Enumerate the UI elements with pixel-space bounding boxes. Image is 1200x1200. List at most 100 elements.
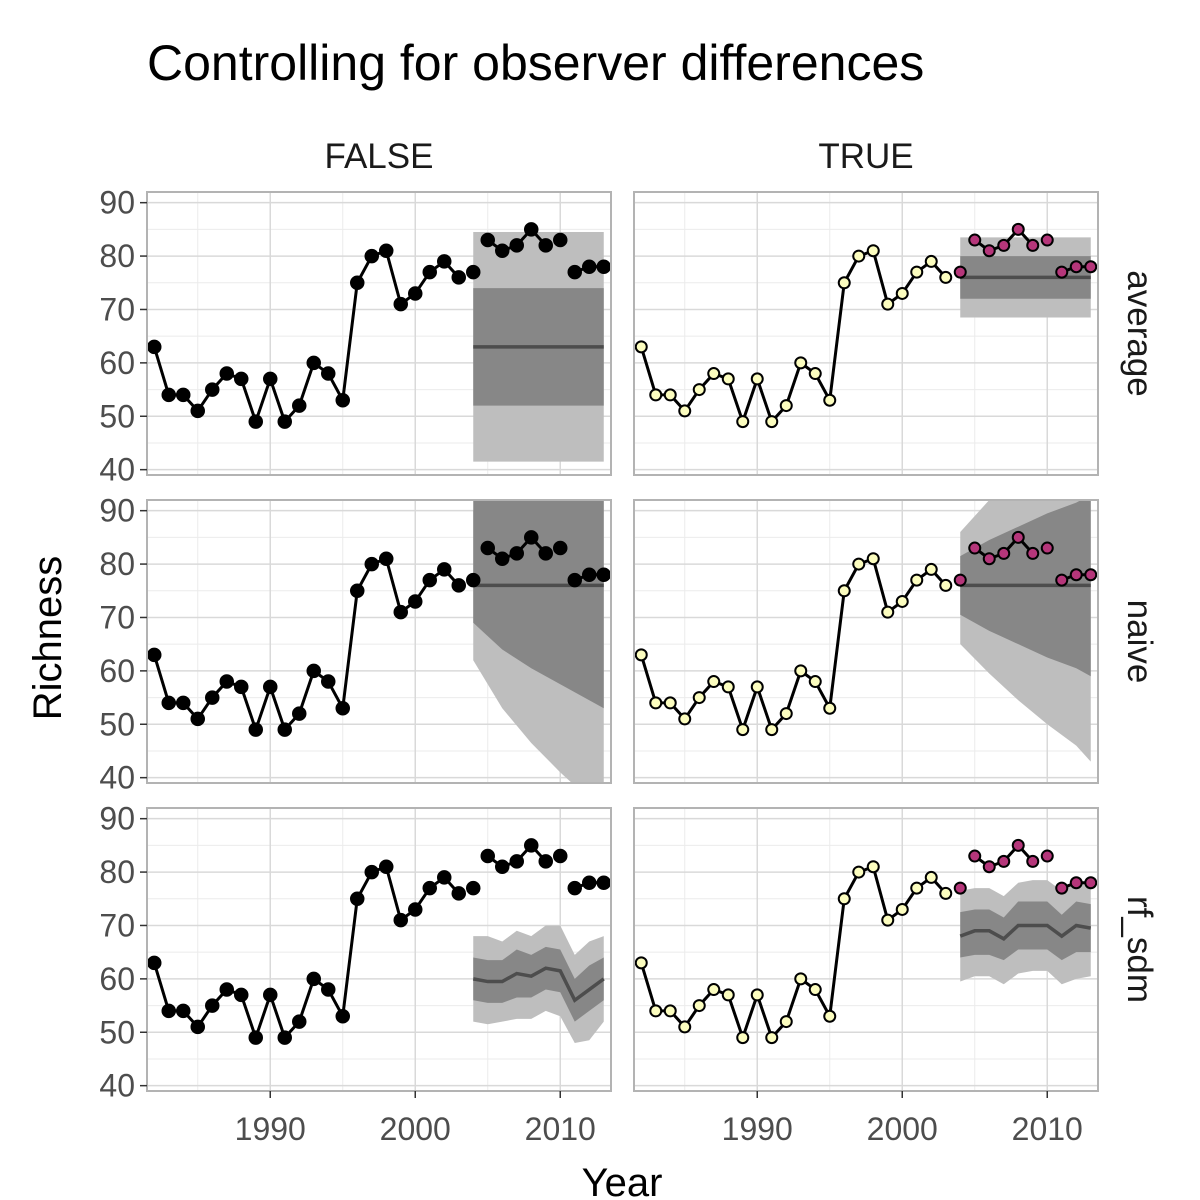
observed-point xyxy=(721,372,735,386)
observed-point xyxy=(524,222,539,237)
observed-point xyxy=(480,232,495,248)
observed-point xyxy=(852,865,866,879)
forecast-mean-line xyxy=(472,966,605,1003)
observed-point xyxy=(437,870,452,885)
observed-point xyxy=(350,583,365,599)
panel-border xyxy=(146,191,612,476)
observed-point xyxy=(779,1015,793,1029)
observed-point xyxy=(692,691,706,705)
observed-point xyxy=(736,1031,750,1045)
observed-point xyxy=(794,356,808,370)
observed-point xyxy=(1069,260,1083,274)
observed-point xyxy=(939,578,953,592)
y-tick-label: 70 xyxy=(99,291,135,327)
y-tick-label: 60 xyxy=(99,345,135,381)
observed-point xyxy=(924,562,938,576)
observed-point xyxy=(1011,530,1025,544)
observed-point xyxy=(707,675,721,689)
observed-point xyxy=(234,679,249,695)
observed-point xyxy=(466,880,481,896)
y-tick-label: 80 xyxy=(99,238,135,274)
row-strip-label: rf_sdm xyxy=(1120,896,1159,1003)
observed-point xyxy=(422,880,437,896)
panel-border xyxy=(633,807,1099,1092)
y-tick-label: 50 xyxy=(99,706,135,742)
observed-point xyxy=(1055,881,1069,895)
observed-point xyxy=(1040,849,1054,863)
facet-panel-false-average: 40 50 60 70 80 90 xyxy=(99,185,612,488)
observed-point xyxy=(567,264,582,280)
y-axis-title: Richness xyxy=(26,556,70,721)
observed-point xyxy=(379,551,394,566)
observed-point xyxy=(393,604,408,620)
observed-point xyxy=(596,567,611,583)
observed-point xyxy=(895,286,909,300)
panel-background xyxy=(634,192,1098,475)
observed-point xyxy=(1011,222,1025,236)
observed-point xyxy=(765,1031,779,1045)
observed-point xyxy=(524,530,539,545)
observed-point xyxy=(823,701,837,715)
observed-point xyxy=(692,999,706,1013)
observed-point xyxy=(924,870,938,884)
observed-point xyxy=(292,398,307,413)
observed-point xyxy=(480,848,495,864)
observed-point xyxy=(567,572,582,588)
observed-point xyxy=(509,238,524,253)
observed-point xyxy=(234,987,249,1003)
observed-point xyxy=(176,695,191,711)
observed-point xyxy=(982,244,996,258)
observed-point xyxy=(837,584,851,598)
y-tick-label: 90 xyxy=(99,185,135,221)
observed-point xyxy=(335,700,350,716)
observed-point xyxy=(866,244,880,258)
observed-point xyxy=(350,275,365,291)
observed-point xyxy=(1026,238,1040,252)
observed-point xyxy=(219,982,234,997)
observed-point xyxy=(866,860,880,874)
observed-point xyxy=(553,848,568,864)
observed-point xyxy=(364,248,379,264)
panel-border xyxy=(633,499,1099,784)
forecast-band-inner xyxy=(960,500,1091,677)
observed-point xyxy=(663,388,677,402)
observed-point xyxy=(707,983,721,997)
observed-series-line xyxy=(639,557,947,732)
observed-point xyxy=(1026,546,1040,560)
facet-panel-true-naive: naive xyxy=(633,499,1159,784)
observed-point xyxy=(582,259,597,275)
observed-point xyxy=(910,573,924,587)
observed-point xyxy=(634,956,648,970)
observed-point xyxy=(808,983,822,997)
observed-point xyxy=(190,1019,205,1035)
observed-series-line xyxy=(639,249,947,424)
observed-point xyxy=(538,546,553,561)
observed-point xyxy=(234,371,249,387)
row-strip-label: naive xyxy=(1120,600,1159,684)
observed-point xyxy=(649,1004,663,1018)
observed-point xyxy=(953,881,967,895)
observed-point xyxy=(379,243,394,258)
observed-point xyxy=(823,393,837,407)
observed-point xyxy=(509,546,524,561)
observed-point xyxy=(1055,573,1069,587)
observed-point xyxy=(808,675,822,689)
observed-point xyxy=(663,1004,677,1018)
y-tick-label: 50 xyxy=(99,1014,135,1050)
observed-point xyxy=(721,988,735,1002)
observed-point xyxy=(582,567,597,583)
observed-point xyxy=(852,557,866,571)
observed-point xyxy=(495,551,510,566)
forecast-mean-line xyxy=(959,923,1092,941)
observed-point xyxy=(997,854,1011,868)
observed-point xyxy=(1040,541,1054,555)
observed-point xyxy=(567,880,582,896)
y-tick-label: 40 xyxy=(99,452,135,488)
x-tick-label: 2000 xyxy=(867,1111,938,1147)
observed-point xyxy=(779,399,793,413)
observed-point xyxy=(596,259,611,275)
observed-point xyxy=(248,414,263,429)
facet-panel-true-average: average xyxy=(633,191,1159,476)
observed-point xyxy=(335,1008,350,1024)
